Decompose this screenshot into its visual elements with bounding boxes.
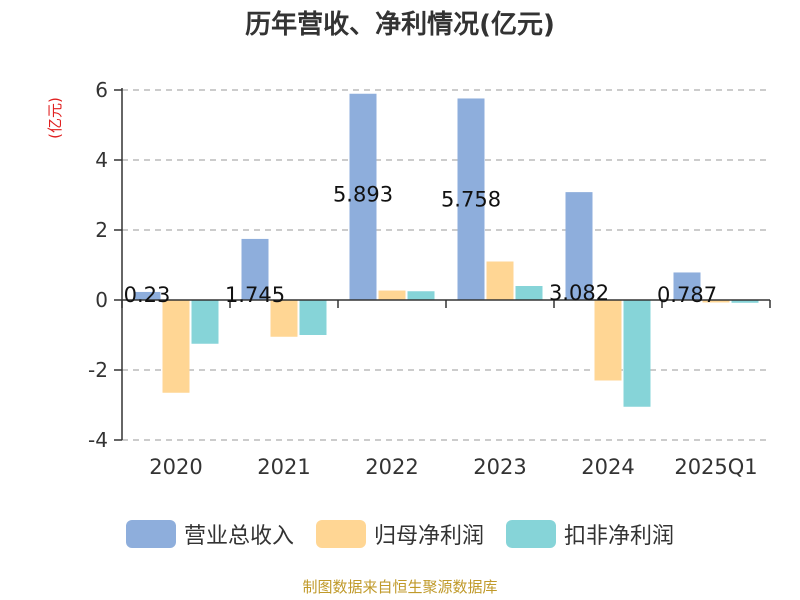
bar — [270, 300, 298, 337]
bar — [702, 300, 730, 303]
x-tick-label: 2023 — [473, 455, 526, 479]
bar — [623, 300, 651, 407]
bar — [241, 238, 269, 300]
axes: -4 -2 0 2 4 6 2020 2021 2022 2023 2024 2025Q1 — [88, 78, 771, 479]
data-label: 5.893 — [333, 183, 393, 207]
bar — [299, 300, 327, 335]
bar — [407, 291, 435, 300]
y-axis-label: (亿元) — [46, 97, 64, 139]
bar — [349, 93, 377, 301]
bar — [191, 300, 219, 344]
data-labels: 0.23 1.745 5.893 5.758 3.082 0.787 — [124, 183, 717, 307]
legend-swatch-net-profit — [315, 520, 366, 548]
bar — [162, 300, 190, 393]
legend-item-revenue[interactable]: 营业总收入 — [125, 518, 294, 550]
y-tick-label: 6 — [95, 78, 108, 102]
y-tick-label: -4 — [88, 428, 108, 452]
bar — [133, 291, 161, 300]
legend-swatch-revenue — [125, 520, 176, 548]
legend-label-revenue: 营业总收入 — [183, 524, 294, 549]
data-label: 1.745 — [225, 283, 285, 307]
legend-swatch-deducted-profit — [506, 520, 556, 548]
bar — [594, 300, 622, 381]
x-tick-label: 2022 — [365, 455, 418, 479]
y-tick-label: 2 — [95, 218, 108, 242]
bar — [378, 290, 406, 300]
bar — [515, 286, 543, 300]
grid — [122, 89, 770, 441]
bar — [565, 192, 593, 300]
x-tick-label: 2021 — [257, 455, 310, 479]
bar — [457, 98, 485, 300]
legend-label-deducted-profit: 扣非净利润 — [564, 524, 675, 549]
data-label: 5.758 — [441, 187, 501, 211]
data-label: 0.23 — [124, 283, 171, 307]
legend: 营业总收入 归母净利润 扣非净利润 — [0, 518, 800, 550]
bar — [731, 300, 759, 303]
x-tick-label: 2024 — [581, 455, 634, 479]
legend-item-deducted-profit[interactable]: 扣非净利润 — [506, 518, 674, 550]
x-tick-label: 2020 — [149, 455, 202, 479]
bar — [673, 272, 701, 300]
chart-title: 历年营收、净利情况(亿元) — [245, 9, 555, 40]
data-label: 3.082 — [549, 281, 609, 305]
y-tick-label: 4 — [95, 148, 108, 172]
bars — [133, 93, 759, 407]
y-tick-label: 0 — [95, 288, 108, 312]
legend-label-net-profit: 归母净利润 — [373, 524, 484, 549]
x-tick-label: 2025Q1 — [674, 455, 757, 479]
y-tick-label: -2 — [88, 358, 108, 382]
source-note: 制图数据来自恒生聚源数据库 — [302, 578, 498, 596]
legend-item-net-profit[interactable]: 归母净利润 — [315, 518, 484, 550]
data-label: 0.787 — [657, 283, 717, 307]
bar — [486, 261, 514, 300]
